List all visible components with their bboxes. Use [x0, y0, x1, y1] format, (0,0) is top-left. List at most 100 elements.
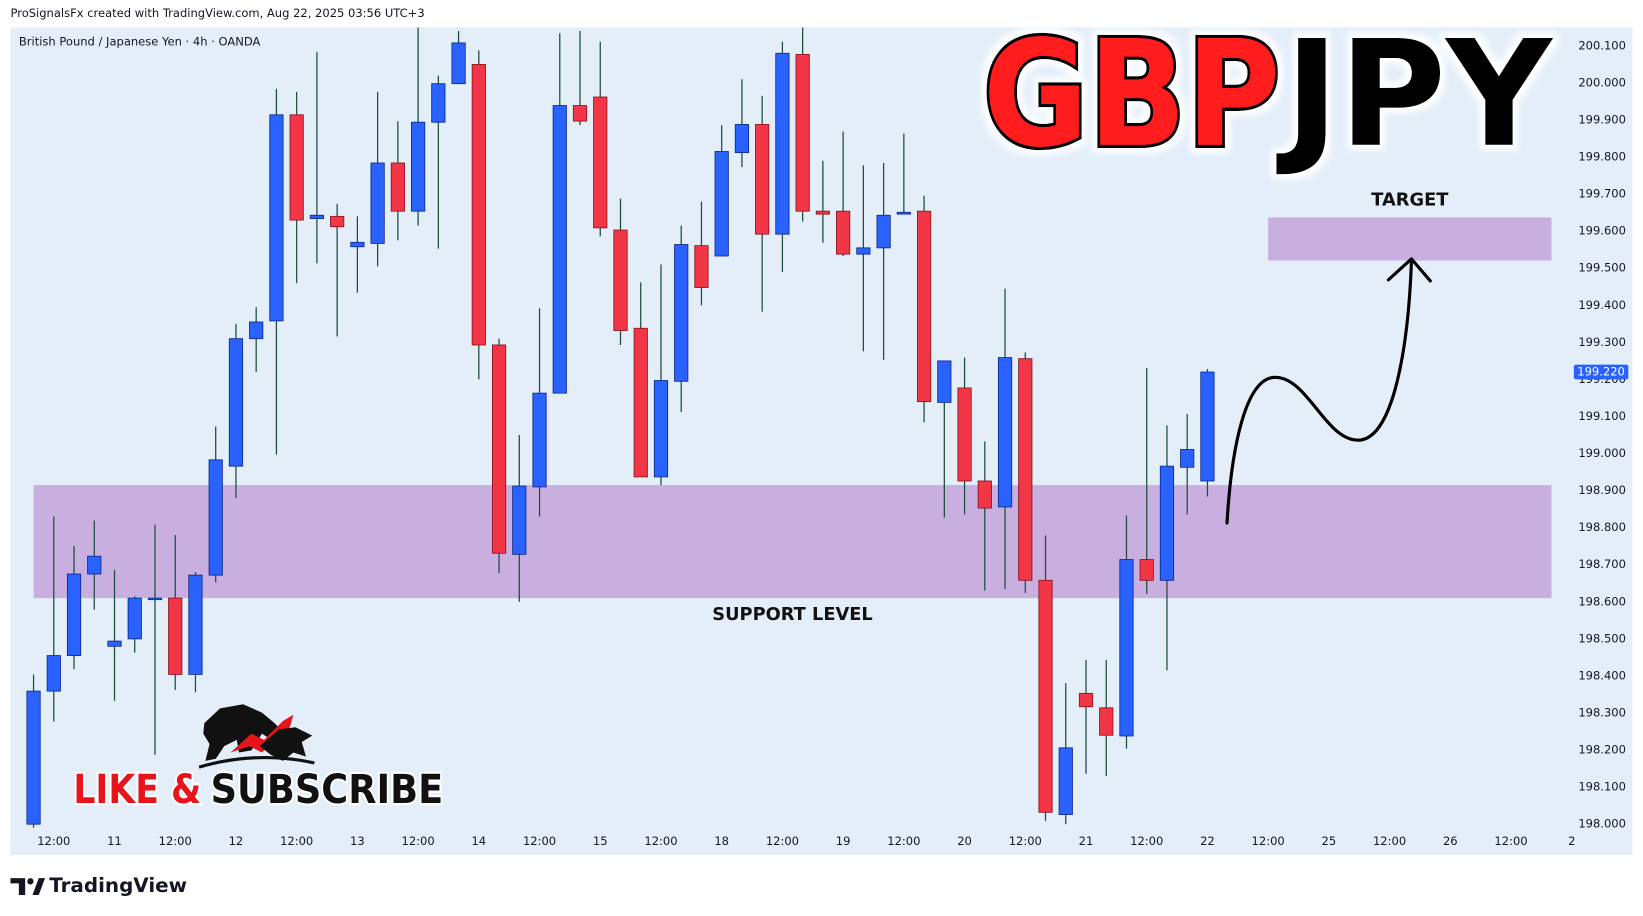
- brand-name: TradingView: [49, 874, 187, 897]
- candle-body: [916, 210, 932, 403]
- candle-body: [795, 53, 810, 212]
- candle-body: [127, 597, 142, 640]
- y-tick-label: 199.900: [1578, 112, 1626, 126]
- x-tick-label: 12:00: [1130, 834, 1163, 848]
- candle-body: [491, 344, 507, 554]
- candle-body: [411, 121, 426, 212]
- x-tick-label: 12:00: [37, 834, 70, 848]
- candle-body: [1139, 559, 1154, 581]
- y-tick-label: 198.100: [1578, 780, 1626, 794]
- candle-body: [431, 83, 446, 123]
- y-tick-label: 198.500: [1578, 631, 1626, 645]
- y-tick-label: 200.000: [1578, 75, 1626, 89]
- zone-label: TARGET: [1371, 190, 1449, 211]
- candle-body: [815, 210, 830, 215]
- x-tick-label: 12:00: [1494, 834, 1527, 848]
- candle-body: [66, 573, 82, 656]
- y-tick-label: 198.900: [1578, 483, 1626, 497]
- candle-body: [26, 690, 41, 825]
- candle-body: [775, 52, 790, 235]
- header: ProSignalsFx created with TradingView.co…: [10, 6, 424, 20]
- y-tick-label: 198.300: [1578, 705, 1626, 719]
- candle-body: [552, 105, 567, 394]
- candle-body: [653, 380, 669, 478]
- candle-body: [937, 360, 952, 403]
- candle-body: [997, 357, 1013, 508]
- candle-body: [228, 338, 244, 467]
- y-tick-label: 199.800: [1578, 150, 1626, 164]
- axes: 198.000 198.100 198.200 198.300 198.400 198.5…: [37, 38, 1629, 848]
- candle-body: [188, 574, 203, 675]
- candle-body: [390, 162, 405, 212]
- title-right: JPY: [1276, 9, 1554, 180]
- x-tick-label: 15: [593, 834, 608, 848]
- x-tick-label: 18: [714, 834, 729, 848]
- candle-body: [1119, 559, 1134, 737]
- candle-body: [1180, 449, 1195, 468]
- candles: [26, 27, 1215, 828]
- y-tick-label: 200.100: [1578, 38, 1626, 52]
- candle-body: [977, 480, 992, 509]
- candle-body: [269, 114, 284, 322]
- candle-body: [694, 245, 709, 288]
- zone-label: SUPPORT LEVEL: [712, 604, 873, 625]
- zones: SUPPORT LEVEL TARGET: [33, 190, 1552, 625]
- candle-body: [957, 387, 972, 482]
- candle-body: [876, 214, 891, 249]
- y-tick-label: 198.700: [1578, 557, 1626, 571]
- zone: [1268, 217, 1552, 261]
- x-tick-label: 12:00: [402, 834, 435, 848]
- candle-body: [674, 244, 689, 382]
- candle-body: [572, 105, 588, 122]
- x-tick-label: 2: [1568, 834, 1575, 848]
- y-tick-label: 198.000: [1578, 817, 1626, 831]
- candle-body: [249, 321, 264, 340]
- candle-body: [87, 555, 102, 575]
- y-tick-label: 198.200: [1578, 743, 1626, 757]
- x-tick-label: 22: [1200, 834, 1215, 848]
- x-tick-label: 13: [350, 834, 365, 848]
- candle-body: [1078, 692, 1094, 708]
- candle-body: [633, 327, 648, 478]
- candle-body: [734, 124, 750, 154]
- y-tick-label: 198.400: [1578, 668, 1626, 682]
- x-tick-label: 26: [1443, 834, 1458, 848]
- y-tick-label: 198.800: [1578, 520, 1626, 534]
- y-tick-label: 199.300: [1578, 335, 1626, 349]
- x-tick-label: 19: [836, 834, 851, 848]
- x-tick-label: 12:00: [644, 834, 677, 848]
- candle-body: [350, 241, 365, 248]
- candle-body: [593, 96, 608, 229]
- y-tick-label: 199.100: [1578, 409, 1626, 423]
- x-tick-label: 12:00: [159, 834, 192, 848]
- candle-body: [714, 151, 729, 257]
- candle-body: [896, 211, 911, 215]
- candle-body: [330, 215, 345, 228]
- brand-logo: [10, 878, 46, 895]
- candle-body: [532, 392, 547, 488]
- arrow-head: [1386, 257, 1432, 283]
- title-group: GBP JPY: [980, 6, 1554, 183]
- candle-body: [147, 597, 163, 601]
- candle-body: [107, 640, 122, 647]
- x-tick-label: 21: [1079, 834, 1094, 848]
- candle-body: [471, 63, 486, 346]
- x-tick-label: 12:00: [887, 834, 920, 848]
- y-tick-label: 199.600: [1578, 224, 1626, 238]
- last-price-label: 199.220: [1577, 365, 1625, 379]
- promo-left: LIKE &: [73, 767, 201, 813]
- candle-body: [1159, 465, 1175, 581]
- symbol-label: British Pound / Japanese Yen · 4h · OAND…: [19, 35, 261, 49]
- promo-right: SUBSCRIBE: [211, 767, 444, 813]
- bull-bear-logo: [198, 704, 315, 769]
- candle-body: [370, 162, 385, 244]
- last-price-tag: [1573, 364, 1629, 380]
- x-tick-label: 12:00: [1252, 834, 1285, 848]
- projection-arrow: [1225, 260, 1414, 525]
- y-tick-label: 199.500: [1578, 261, 1626, 275]
- candle-body: [856, 247, 871, 255]
- candle-body: [1038, 579, 1053, 813]
- candle-body: [451, 42, 466, 85]
- candle-body: [289, 114, 304, 221]
